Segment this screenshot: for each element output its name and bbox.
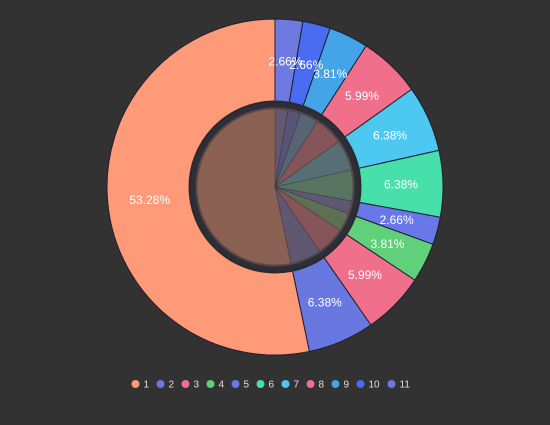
- inner-wedge-2: [274, 109, 302, 188]
- inner-wedge-1: [274, 108, 289, 188]
- legend-label-4: 4: [219, 380, 225, 391]
- inner-wedge-4: [274, 120, 340, 188]
- legend-marker-8: [306, 380, 315, 388]
- inner-wedge-10: [274, 186, 321, 264]
- legend-label-1: 1: [144, 380, 150, 391]
- legend-marker-9: [331, 380, 340, 388]
- inner-wedge-5: [274, 141, 352, 188]
- legend-item-4[interactable]: 4: [206, 380, 225, 391]
- inner-wedge-8: [274, 186, 349, 231]
- legend-label-9: 9: [344, 380, 350, 391]
- legend-item-6[interactable]: 6: [256, 380, 275, 391]
- legend-label-8: 8: [319, 380, 325, 391]
- slice-label-7: 2.66%: [380, 213, 414, 227]
- inner-wedge-3: [274, 112, 318, 188]
- inner-wedge-6: [274, 169, 354, 202]
- legend-label-10: 10: [369, 380, 381, 391]
- legend-label-5: 5: [244, 380, 250, 391]
- inner-circle-layer: [188, 100, 362, 274]
- legend-item-7[interactable]: 7: [281, 380, 300, 391]
- legend-item-8[interactable]: 8: [306, 380, 325, 391]
- slice-labels-layer: 2.66%2.66%3.81%5.99%6.38%6.38%2.66%3.81%…: [129, 54, 418, 309]
- legend[interactable]: 1 2 3 4 5 6 7 8 9 10 11: [131, 380, 411, 391]
- inner-wedge-11: [196, 108, 292, 266]
- slice-label-11: 53.28%: [129, 193, 170, 207]
- slice-label-9: 5.99%: [348, 268, 382, 282]
- slice-label-1: 2.66%: [269, 54, 303, 68]
- inner-circle-ring: [190, 102, 360, 272]
- inner-wedge-9: [274, 186, 341, 252]
- inner-wedge-7: [274, 186, 353, 215]
- legend-item-5[interactable]: 5: [231, 380, 250, 391]
- legend-label-11: 11: [400, 380, 411, 391]
- slice-label-8: 3.81%: [370, 237, 404, 251]
- legend-marker-10: [356, 380, 365, 388]
- legend-marker-6: [256, 380, 265, 388]
- legend-label-2: 2: [169, 380, 175, 391]
- legend-marker-1: [131, 380, 140, 388]
- legend-item-9[interactable]: 9: [331, 380, 350, 391]
- slice-label-2: 2.66%: [289, 58, 323, 72]
- legend-item-10[interactable]: 10: [356, 380, 381, 391]
- legend-marker-11: [387, 380, 396, 388]
- legend-marker-4: [206, 380, 215, 388]
- legend-item-3[interactable]: 3: [181, 380, 200, 391]
- slice-label-5: 6.38%: [373, 129, 407, 143]
- legend-marker-7: [281, 380, 290, 388]
- legend-marker-5: [231, 380, 240, 388]
- legend-item-1[interactable]: 1: [131, 380, 150, 391]
- slice-label-6: 6.38%: [384, 178, 418, 192]
- legend-marker-3: [181, 380, 190, 388]
- legend-marker-2: [156, 380, 165, 388]
- legend-label-3: 3: [194, 380, 200, 391]
- legend-item-2[interactable]: 2: [156, 380, 175, 391]
- slice-label-10: 6.38%: [308, 296, 342, 310]
- slice-label-3: 3.81%: [313, 67, 347, 81]
- legend-item-11[interactable]: 11: [387, 380, 411, 391]
- legend-label-6: 6: [269, 380, 275, 391]
- legend-label-7: 7: [294, 380, 300, 391]
- slice-label-4: 5.99%: [345, 89, 379, 103]
